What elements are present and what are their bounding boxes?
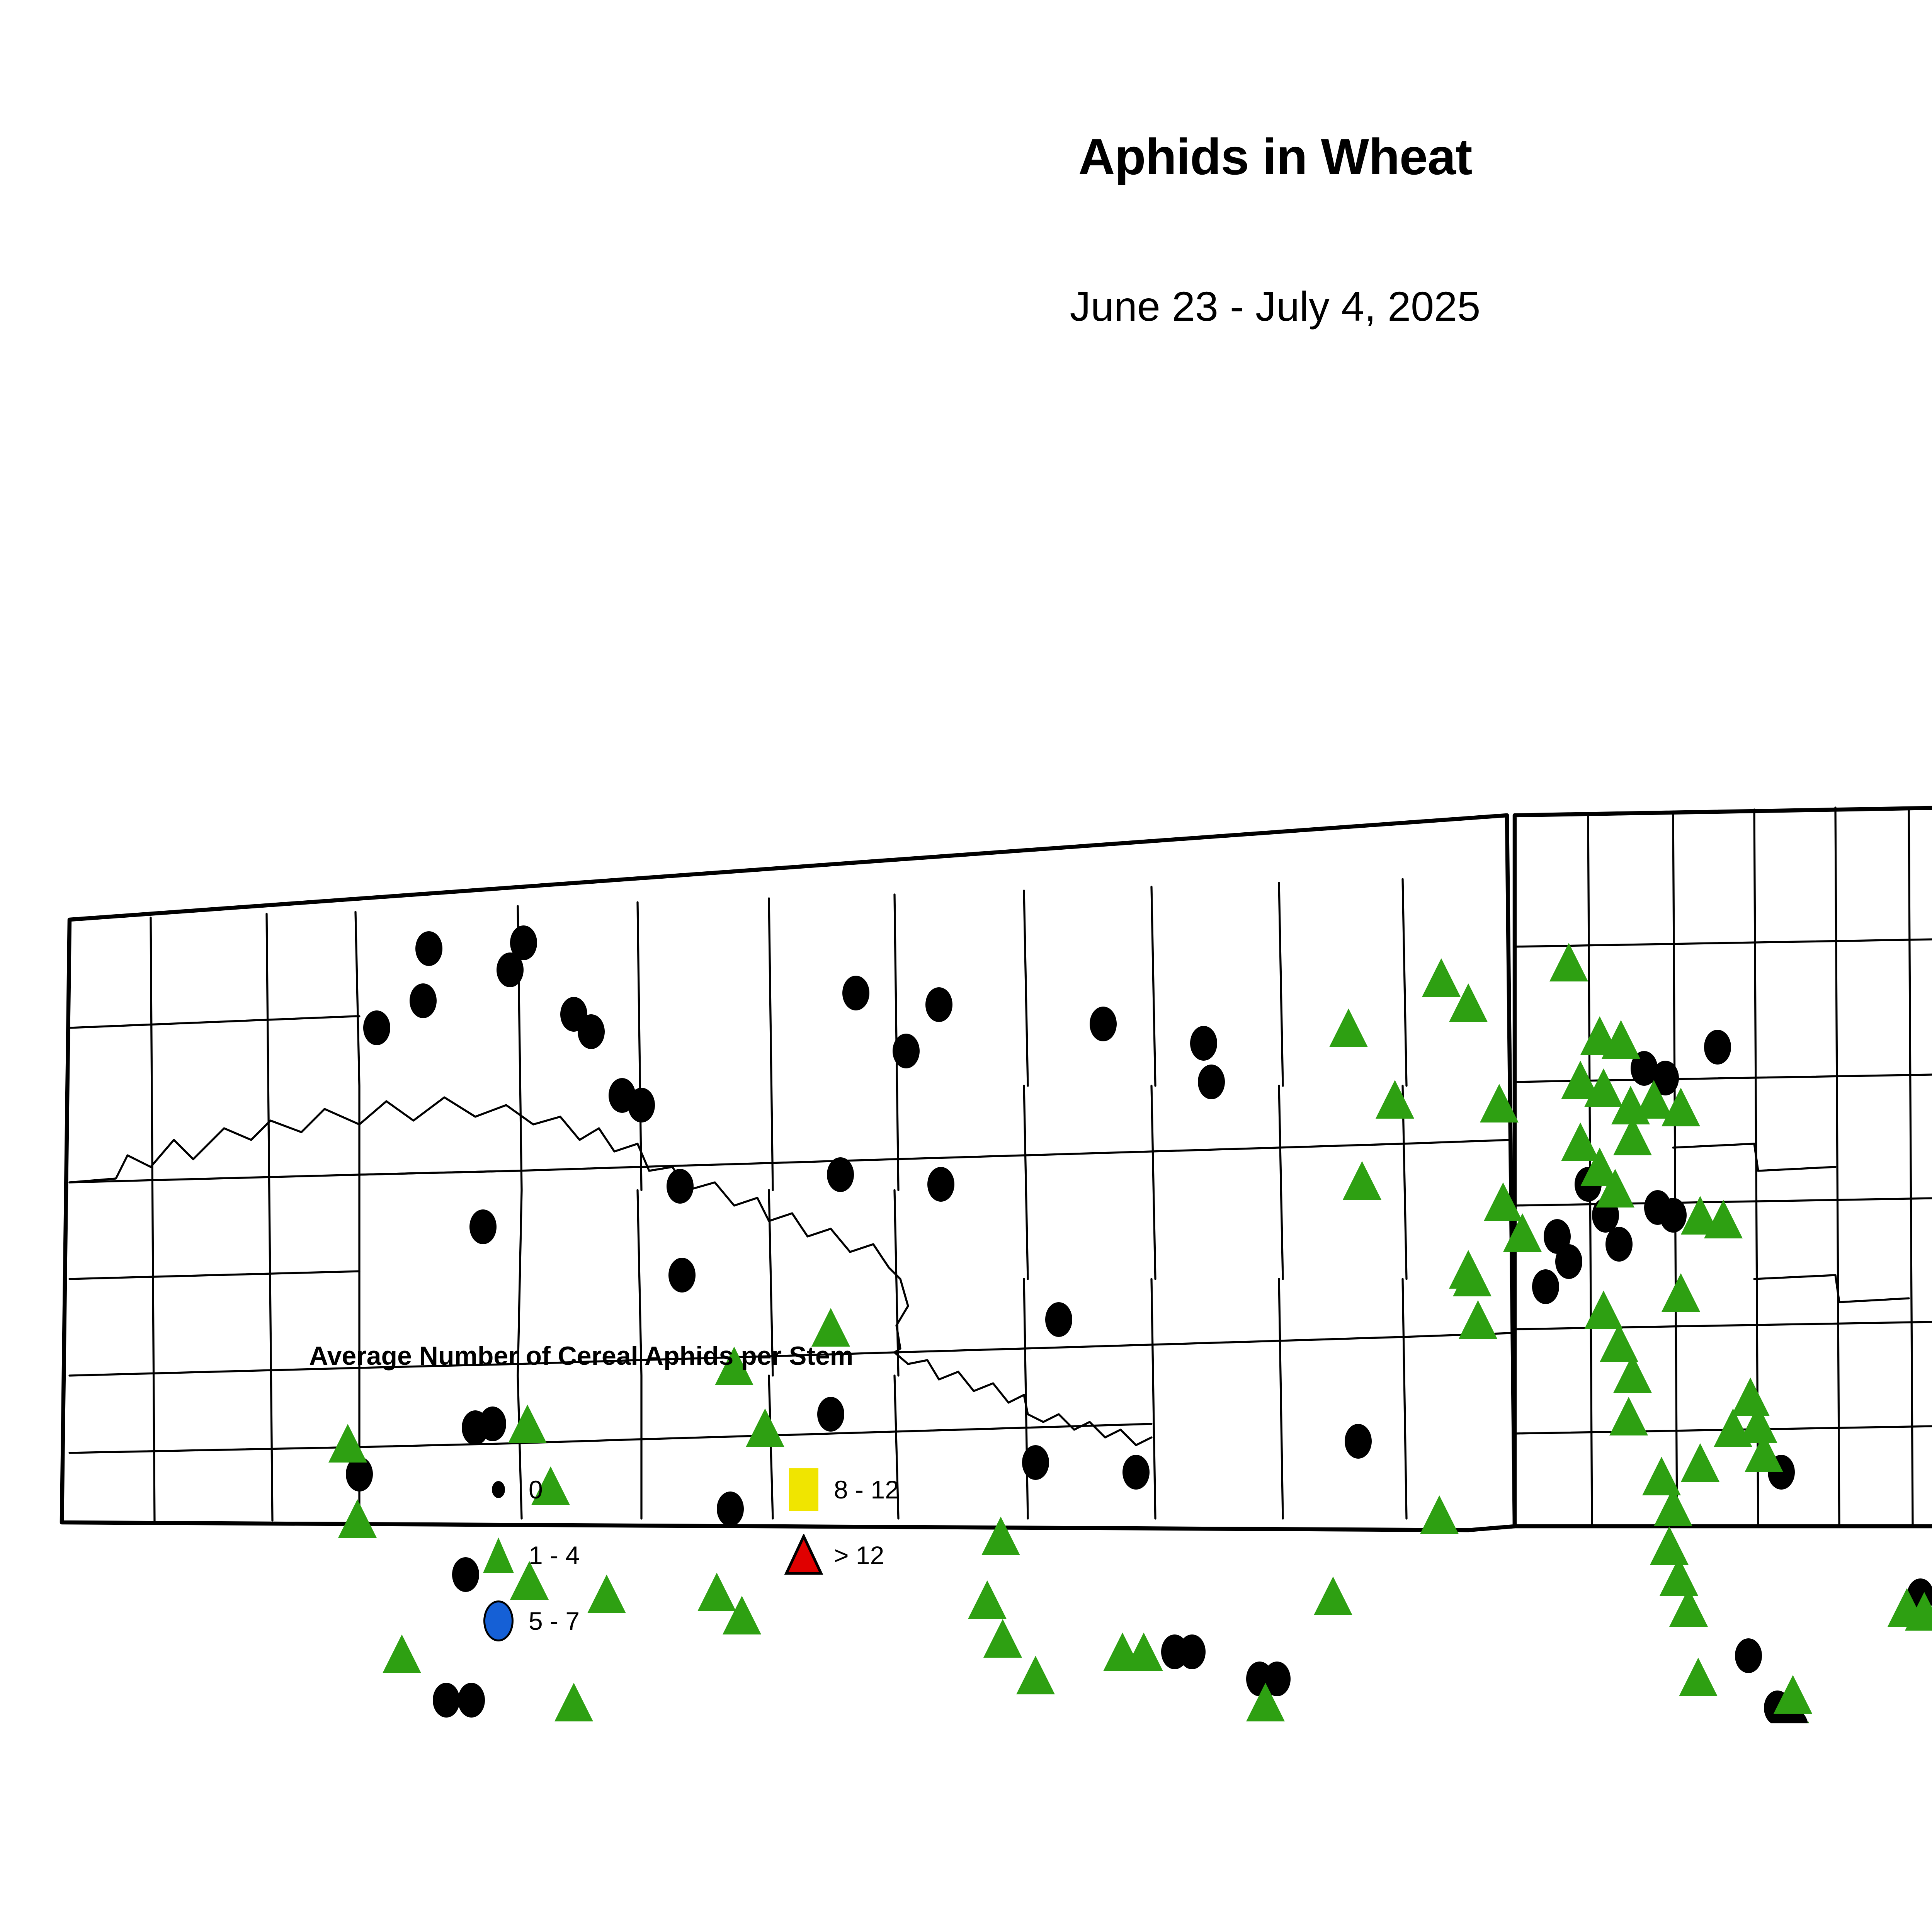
legend-item-gt-12[interactable]: > 12: [781, 1522, 899, 1588]
black-dot-icon: [475, 1466, 522, 1513]
map-canvas: [0, 371, 1932, 1723]
legend-label-gt-12: > 12: [834, 1541, 884, 1570]
data-points-layer: [328, 925, 1932, 1723]
map-legend: Average Number of Cereal Aphids per Stem…: [309, 1341, 1314, 1662]
red-triangle-icon: [781, 1532, 827, 1578]
green-triangle-icon: [475, 1532, 522, 1578]
page-subtitle: June 23 - July 4, 2025: [1070, 283, 1481, 330]
legend-label-0: 0: [529, 1475, 543, 1504]
legend-item-5-7[interactable]: 5 - 7: [475, 1588, 580, 1654]
legend-title: Average Number of Cereal Aphids per Stem: [309, 1341, 854, 1371]
blue-circle-icon: [475, 1598, 522, 1644]
legend-column-right: 8 - 12 > 12: [781, 1457, 899, 1588]
states-counties-map: [60, 806, 1932, 1723]
legend-item-8-12[interactable]: 8 - 12: [781, 1457, 899, 1522]
legend-item-0[interactable]: 0: [475, 1457, 580, 1522]
legend-label-5-7: 5 - 7: [529, 1607, 580, 1635]
page-title: Aphids in Wheat: [1078, 128, 1473, 185]
legend-column-left: 0 1 - 4 5 - 7: [475, 1457, 580, 1654]
yellow-square-icon: [781, 1466, 827, 1513]
legend-label-8-12: 8 - 12: [834, 1475, 899, 1504]
legend-item-1-4[interactable]: 1 - 4: [475, 1522, 580, 1588]
class-1-4-points: [328, 943, 1932, 1723]
legend-label-1-4: 1 - 4: [529, 1541, 580, 1570]
